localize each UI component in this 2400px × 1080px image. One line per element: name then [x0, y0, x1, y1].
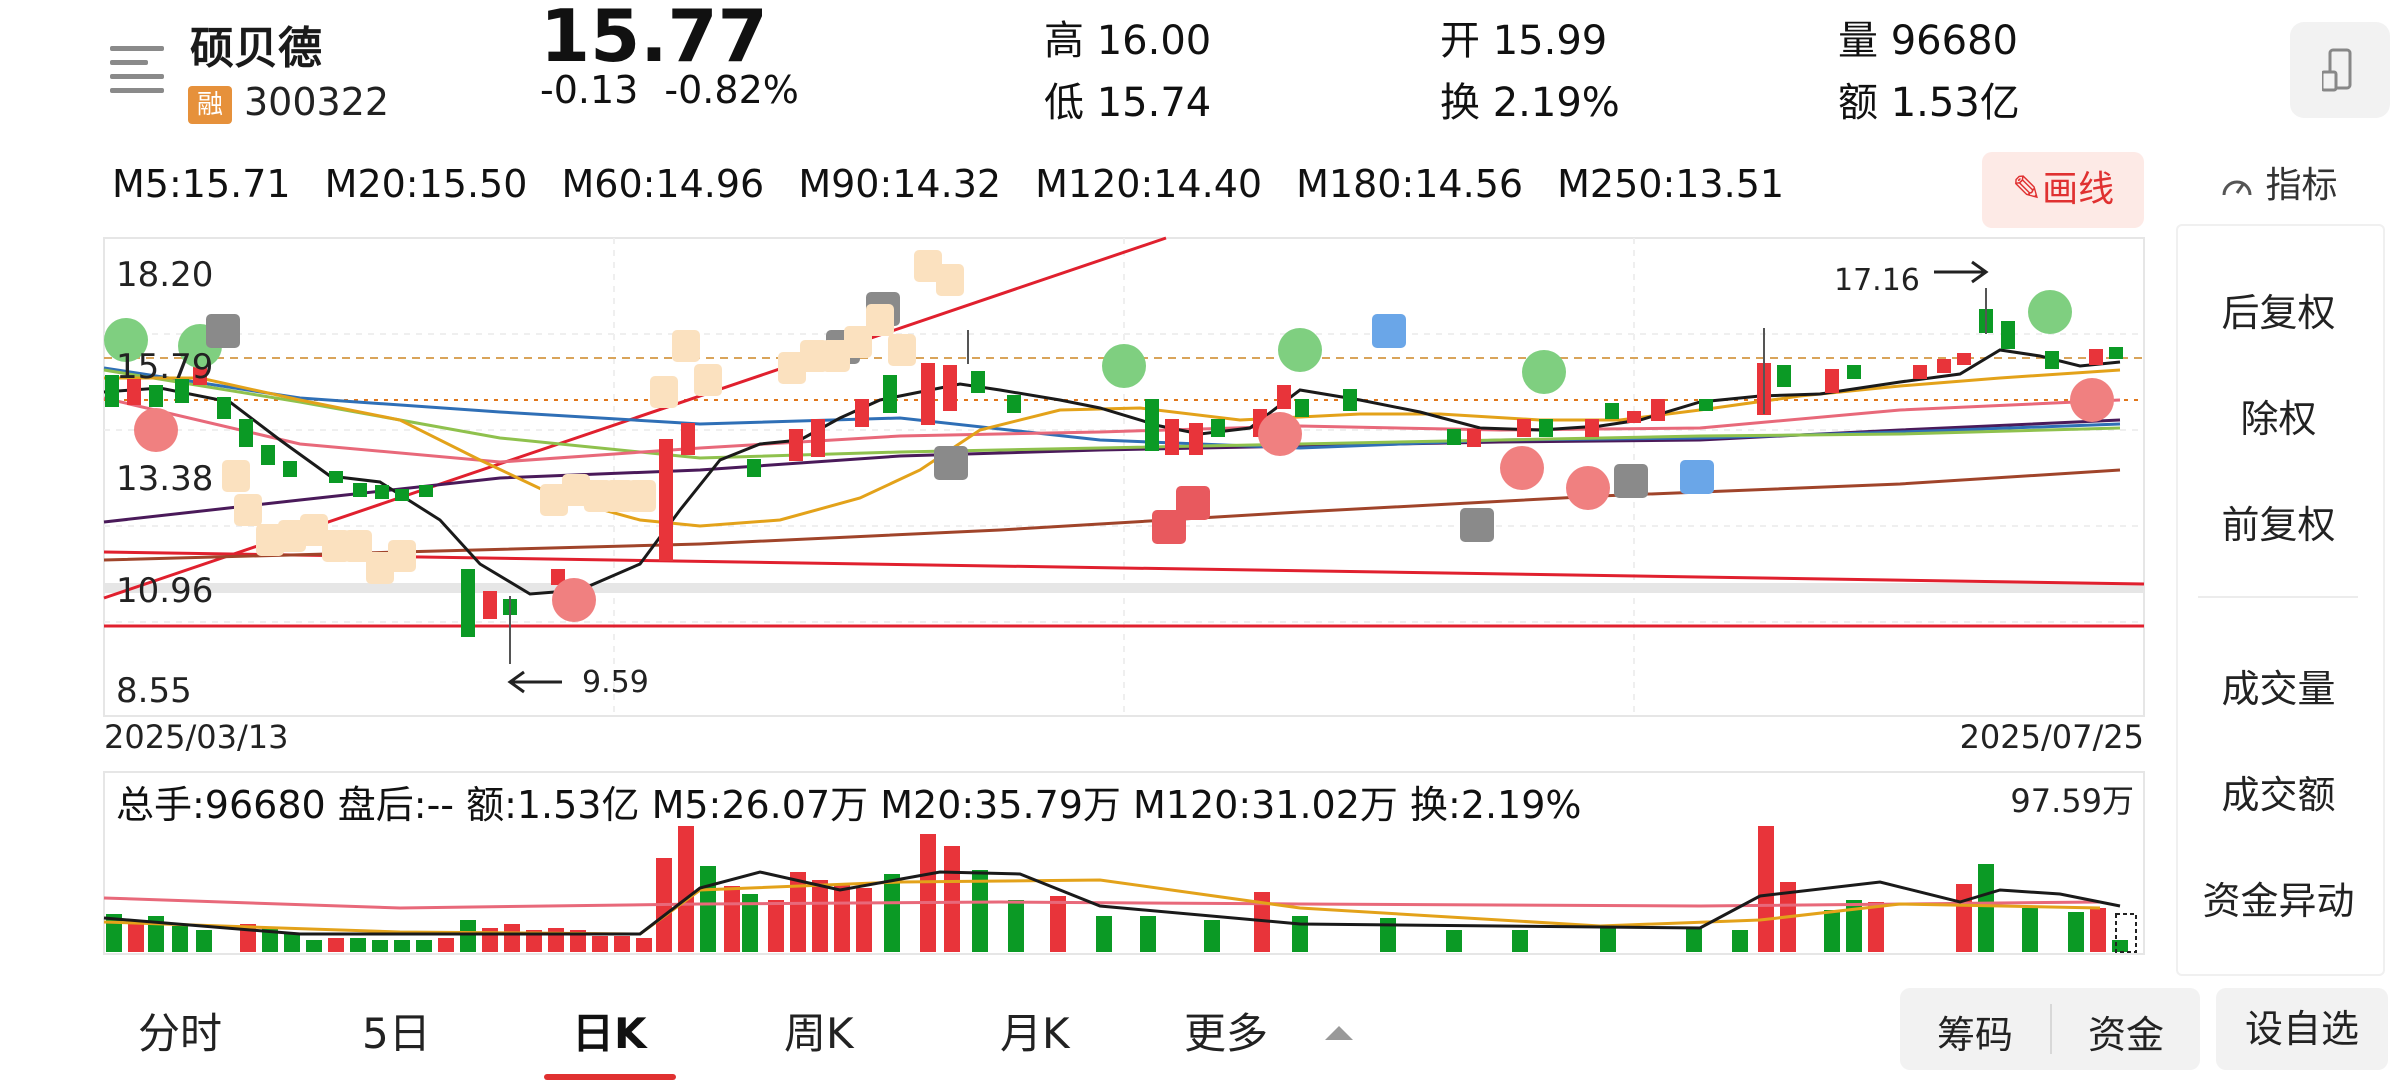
ma60-line: [103, 396, 2121, 464]
side-item-pre-adjust[interactable]: 前复权: [2221, 503, 2336, 547]
svg-text:9.59: 9.59: [582, 665, 649, 700]
empty-markers: [104, 290, 2072, 394]
ma5-value: M5:15.71: [112, 162, 291, 206]
volume-chart-frame: [103, 771, 2145, 955]
max-price-annotation: 17.16: [1834, 260, 1989, 298]
buy-markers: [1152, 486, 1210, 544]
change-value: -0.13: [540, 68, 639, 112]
open-quote: 开 15.99: [1440, 18, 1608, 64]
chips-button[interactable]: 筹码: [1936, 1013, 2013, 1057]
y-tick-label: 18.20: [116, 255, 213, 295]
tab-weekly-k[interactable]: 周K: [784, 1009, 854, 1058]
adjust-side-panel: [2176, 224, 2385, 976]
ma250-value: M250:13.51: [1557, 162, 1785, 206]
y-tick-label: 13.38: [116, 459, 213, 499]
ma180-value: M180:14.56: [1296, 162, 1524, 206]
change-percent: -0.82%: [664, 68, 799, 112]
menu-icon[interactable]: [110, 46, 164, 93]
side-divider: [2198, 596, 2358, 598]
start-date-label: 2025/03/13: [104, 718, 288, 756]
tab-daily-k[interactable]: 日K: [572, 1009, 647, 1058]
tab-5day[interactable]: 5日: [362, 1009, 431, 1058]
current-price: 15.77: [540, 0, 768, 78]
volume-quote: 量 96680: [1838, 18, 2018, 64]
phone-icon: [2322, 48, 2352, 92]
stock-name: 硕贝德: [190, 23, 322, 74]
add-watchlist-button[interactable]: 设自选: [2216, 988, 2388, 1070]
tab-intraday[interactable]: 分时: [138, 1009, 223, 1058]
side-item-volume[interactable]: 成交量: [2221, 667, 2336, 711]
candle-wicks: [509, 288, 1987, 664]
caret-up-icon: [1325, 1026, 1354, 1040]
price-chart-frame: [103, 237, 2145, 717]
trend-line-down: [103, 550, 2145, 586]
ma-values-bar: M5:15.71 M20:15.50 M60:14.96 M90:14.32 M…: [112, 162, 1806, 206]
landscape-toggle-button[interactable]: [2290, 22, 2390, 118]
y-tick-label: 8.55: [116, 671, 192, 711]
active-tab-indicator: [544, 1074, 676, 1080]
y-tick-label: 10.96: [116, 571, 213, 611]
side-item-post-adjust[interactable]: 后复权: [2221, 291, 2336, 335]
high-quote: 高 16.00: [1044, 18, 1212, 64]
volume-bars: [106, 826, 2128, 952]
bull-markers: [134, 378, 2114, 622]
turnover-quote: 换 2.19%: [1440, 80, 1620, 126]
blue-markers: [1372, 314, 1714, 494]
tab-more[interactable]: 更多: [1184, 1000, 1354, 1061]
pencil-icon: ✎: [2011, 169, 2043, 210]
up-candles: [127, 333, 2103, 619]
volume-info: 总手:96680 盘后:-- 额:1.53亿 M5:26.07万 M20:35.…: [116, 783, 1582, 827]
ma20-value: M20:15.50: [324, 162, 528, 206]
y-tick-label: 15.79: [116, 347, 213, 387]
current-volume-bar: [2115, 913, 2137, 953]
moving-average-lines: [103, 348, 2121, 596]
side-item-ex-rights[interactable]: 除权: [2240, 397, 2317, 441]
count-markers: [222, 250, 964, 584]
candlesticks: [105, 288, 2123, 664]
margin-trading-badge: 融: [188, 86, 232, 124]
svg-text:17.16: 17.16: [1834, 263, 1920, 298]
price-change: -0.13 -0.82%: [540, 68, 799, 112]
draw-line-button[interactable]: ✎画线: [1982, 152, 2144, 228]
indicator-button[interactable]: 指标: [2220, 156, 2337, 208]
side-item-fund-flow[interactable]: 资金异动: [2202, 879, 2355, 923]
button-divider: [2050, 1004, 2052, 1054]
min-price-annotation: 9.59: [507, 665, 649, 700]
kline-chart[interactable]: 18.20 15.79 13.38 10.96 8.55 2025/03/13 …: [0, 0, 2176, 990]
volume-ma-lines: [103, 870, 2121, 936]
tab-monthly-k[interactable]: 月K: [1000, 1009, 1070, 1058]
amount-quote: 额 1.53亿: [1838, 80, 2020, 126]
signal-markers: [104, 250, 2114, 622]
volume-max-label: 97.59万: [2010, 782, 2134, 820]
funds-button[interactable]: 资金: [2087, 1013, 2164, 1057]
ma60-value: M60:14.96: [561, 162, 765, 206]
down-candles: [105, 309, 2123, 637]
ma20-line: [104, 368, 2121, 528]
ma90-line: [103, 368, 2121, 460]
ma90-value: M90:14.32: [798, 162, 1002, 206]
side-item-amount[interactable]: 成交额: [2221, 773, 2336, 817]
low-quote: 低 15.74: [1044, 80, 1212, 126]
ma180-line: [103, 468, 2121, 562]
ma120-value: M120:14.40: [1035, 162, 1263, 206]
end-date-label: 2025/07/25: [1960, 718, 2144, 756]
price-grid: [104, 238, 2144, 716]
stock-code: 300322: [244, 80, 390, 124]
gauge-icon: [2222, 180, 2252, 196]
